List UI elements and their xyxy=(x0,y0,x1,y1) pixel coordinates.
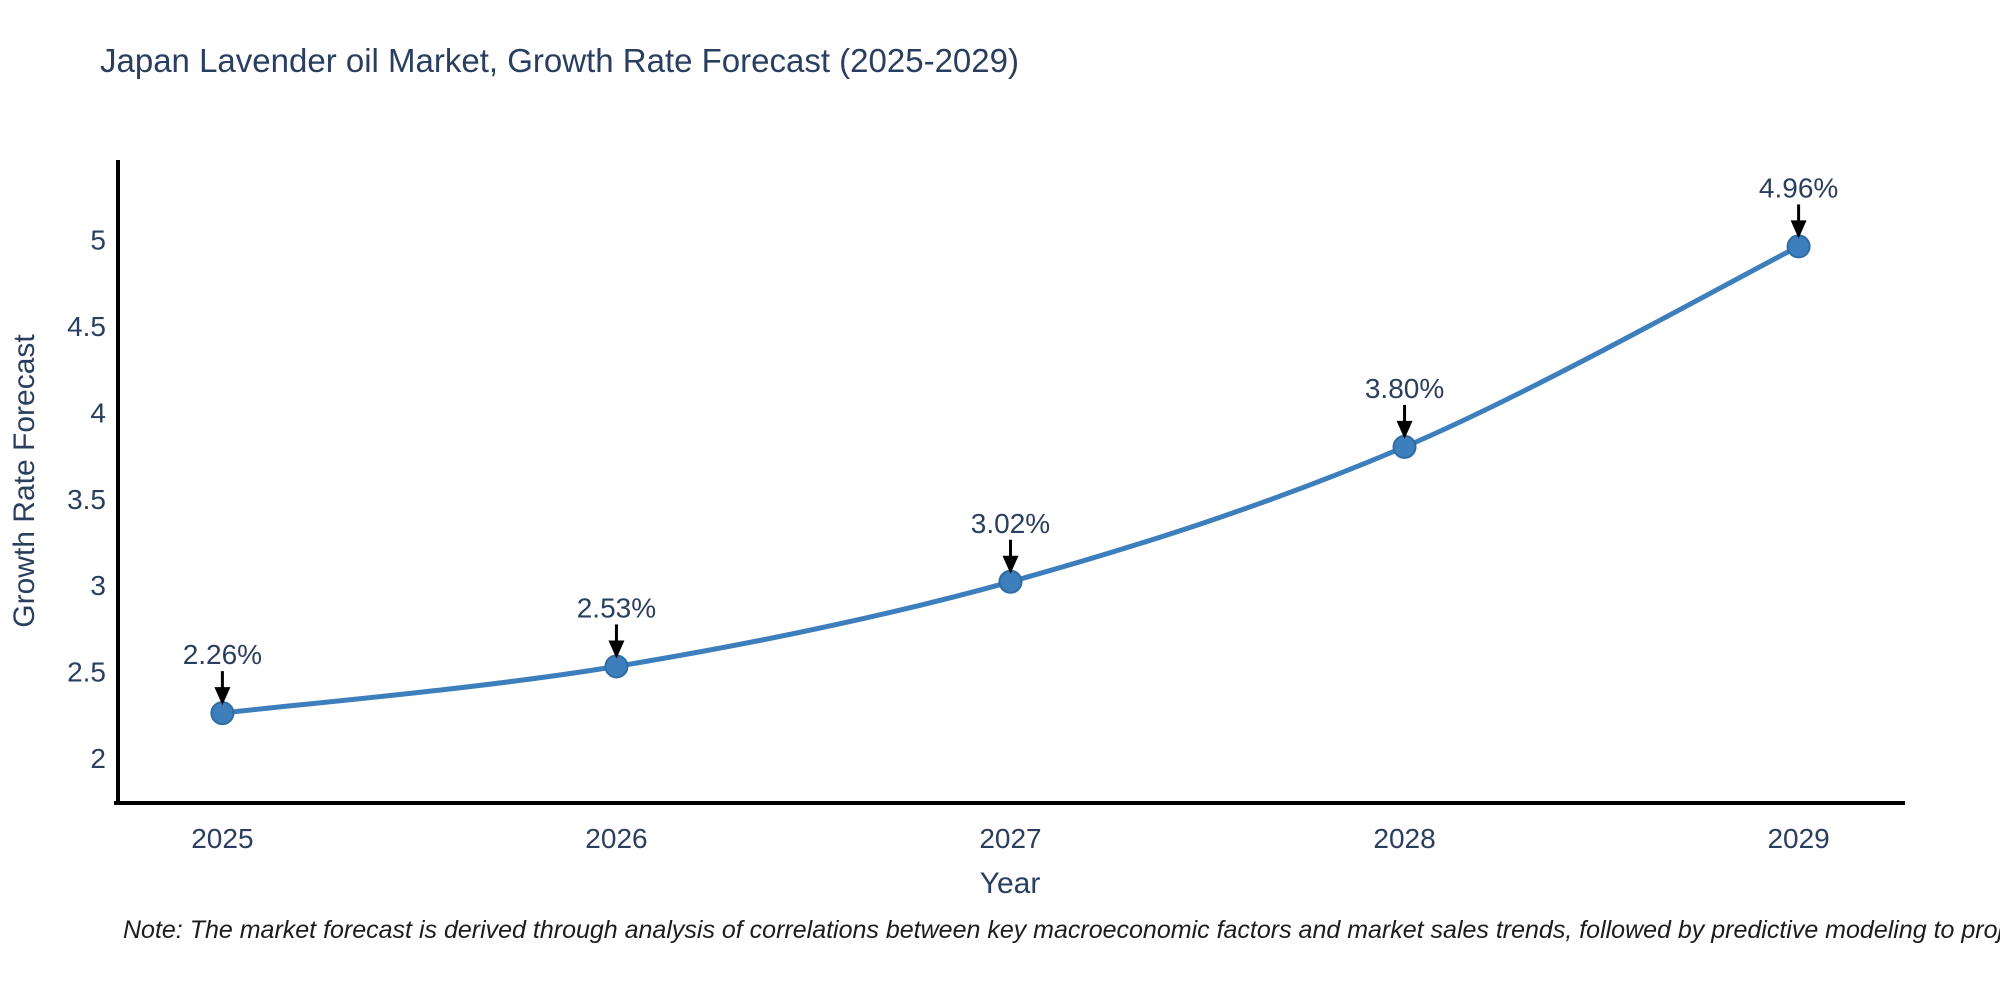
y-tick-label: 4 xyxy=(90,397,106,428)
data-point-marker xyxy=(1786,234,1811,259)
x-tick-label: 2028 xyxy=(1373,823,1435,854)
data-point-label: 2.53% xyxy=(577,592,656,623)
x-tick-label: 2027 xyxy=(979,823,1041,854)
y-tick-label: 5 xyxy=(90,225,106,256)
data-point-label: 3.80% xyxy=(1365,373,1444,404)
x-tick-label: 2026 xyxy=(585,823,647,854)
data-point-marker xyxy=(604,654,629,679)
data-point-marker xyxy=(998,569,1023,594)
forecast-line xyxy=(219,243,1802,716)
chart-title: Japan Lavender oil Market, Growth Rate F… xyxy=(100,42,1019,79)
data-point-label: 3.02% xyxy=(971,508,1050,539)
annotation-arrowhead xyxy=(214,687,231,706)
y-axis-title: Growth Rate Forecast xyxy=(8,334,41,628)
point-annotations: 2.26% 2.53% 3.02% 3.80% 4.96% xyxy=(183,172,1838,706)
y-tick-label: 4.5 xyxy=(67,311,106,342)
y-tick-label: 3.5 xyxy=(67,484,106,515)
annotation-arrowhead xyxy=(1790,220,1807,239)
annotation-arrowhead xyxy=(1002,555,1019,574)
annotation-arrowhead xyxy=(1396,420,1413,439)
y-tick-label: 2.5 xyxy=(67,657,106,688)
data-point-marker xyxy=(1392,434,1417,459)
x-tick-label: 2025 xyxy=(191,823,253,854)
y-tick-label: 2 xyxy=(90,743,106,774)
data-point-marker xyxy=(210,701,235,726)
x-axis-title: Year xyxy=(980,867,1041,900)
tick-labels: 2 2.5 3 3.5 4 4.5 5 2025 2026 2027 2028 2029 xyxy=(67,225,1830,854)
data-point-label: 2.26% xyxy=(183,639,262,670)
x-tick-label: 2029 xyxy=(1767,823,1829,854)
y-tick-label: 3 xyxy=(90,570,106,601)
footnote: Note: The market forecast is derived thr… xyxy=(123,916,2000,944)
data-point-label: 4.96% xyxy=(1759,172,1838,203)
axes xyxy=(114,160,1905,805)
forecast-line-series xyxy=(210,234,1811,726)
annotation-arrowhead xyxy=(608,640,625,659)
